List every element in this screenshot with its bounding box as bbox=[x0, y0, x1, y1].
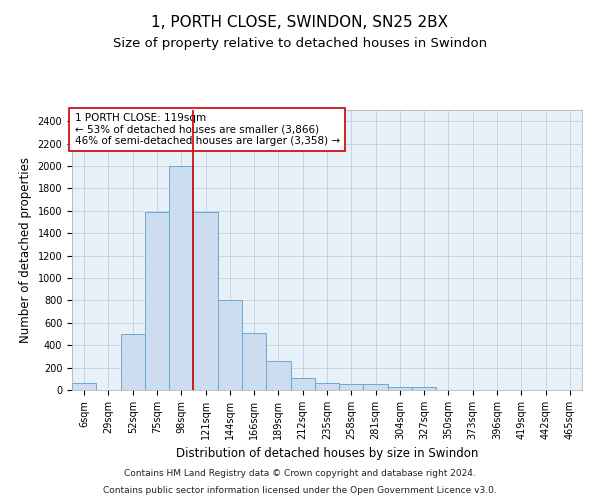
Bar bbox=[266, 361, 290, 390]
Text: Contains HM Land Registry data © Crown copyright and database right 2024.: Contains HM Land Registry data © Crown c… bbox=[124, 468, 476, 477]
Bar bbox=[218, 300, 242, 390]
Bar bbox=[290, 378, 315, 390]
Bar bbox=[412, 386, 436, 390]
Bar bbox=[145, 212, 169, 390]
Bar bbox=[242, 333, 266, 390]
Bar bbox=[315, 384, 339, 390]
X-axis label: Distribution of detached houses by size in Swindon: Distribution of detached houses by size … bbox=[176, 448, 478, 460]
Text: 1 PORTH CLOSE: 119sqm
← 53% of detached houses are smaller (3,866)
46% of semi-d: 1 PORTH CLOSE: 119sqm ← 53% of detached … bbox=[74, 113, 340, 146]
Text: Size of property relative to detached houses in Swindon: Size of property relative to detached ho… bbox=[113, 38, 487, 51]
Bar bbox=[169, 166, 193, 390]
Bar bbox=[364, 384, 388, 390]
Bar bbox=[72, 384, 96, 390]
Bar bbox=[339, 384, 364, 390]
Bar bbox=[193, 212, 218, 390]
Y-axis label: Number of detached properties: Number of detached properties bbox=[19, 157, 32, 343]
Bar bbox=[121, 334, 145, 390]
Text: Contains public sector information licensed under the Open Government Licence v3: Contains public sector information licen… bbox=[103, 486, 497, 495]
Bar bbox=[388, 386, 412, 390]
Text: 1, PORTH CLOSE, SWINDON, SN25 2BX: 1, PORTH CLOSE, SWINDON, SN25 2BX bbox=[151, 15, 449, 30]
